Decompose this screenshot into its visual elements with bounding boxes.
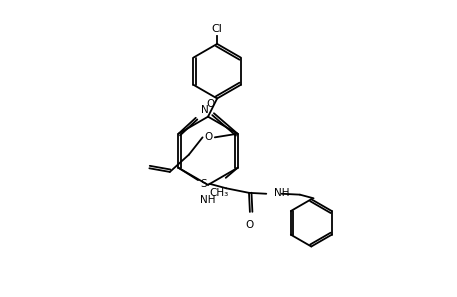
Text: N: N <box>201 105 209 115</box>
Text: O: O <box>206 99 214 109</box>
Text: NH: NH <box>274 188 289 198</box>
Text: CH₃: CH₃ <box>210 188 229 198</box>
Text: S: S <box>200 179 207 189</box>
Text: Cl: Cl <box>212 24 223 34</box>
Text: O: O <box>204 132 212 142</box>
Text: NH: NH <box>200 195 216 205</box>
Text: O: O <box>246 220 254 230</box>
